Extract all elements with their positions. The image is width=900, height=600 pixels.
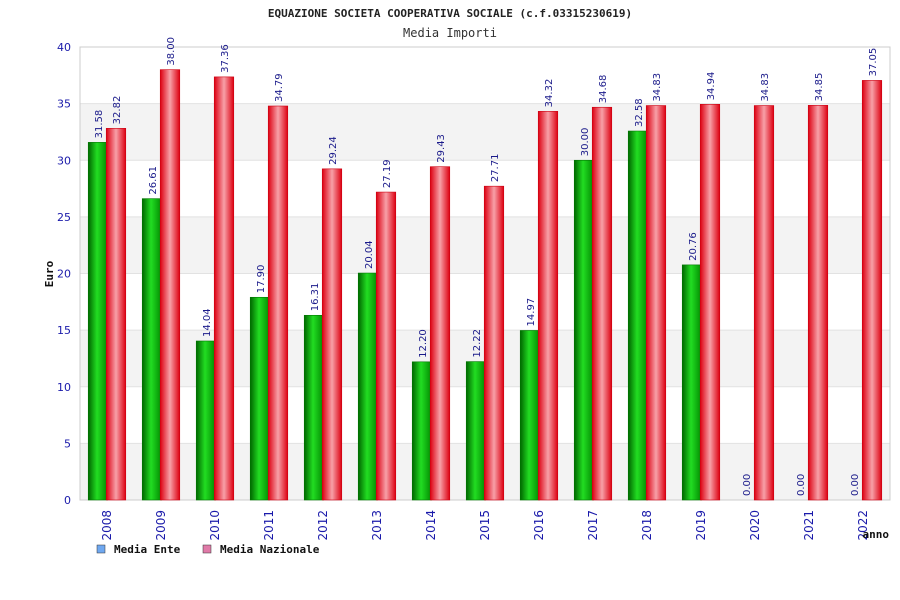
x-tick-label: 2011 [262,510,276,541]
chart-subtitle: Media Importi [403,26,497,40]
x-tick-label: 2008 [100,510,114,541]
data-label: 0.00 [796,474,807,496]
bar-media-ente [465,361,487,501]
bar-media-nazionale [645,105,667,501]
y-axis-label: Euro [43,260,56,287]
data-label: 37.36 [220,44,231,73]
data-label: 27.19 [382,159,393,188]
data-label: 31.58 [94,110,105,139]
y-tick-label: 35 [57,98,71,111]
x-tick-label: 2021 [802,510,816,541]
data-label: 17.90 [256,265,267,294]
bar-media-nazionale [321,168,343,501]
bar-media-nazionale [159,69,181,501]
data-labels: 31.58 32.82 26.61 38.00 14.04 37.36 17.90 34.79… [94,37,879,496]
bars [87,69,883,501]
bar-media-nazionale [375,191,397,501]
data-label: 0.00 [850,474,861,496]
x-tick-label: 2014 [424,510,438,541]
legend-label: Media Nazionale [220,543,320,556]
bar-media-nazionale [213,76,235,501]
bar-media-nazionale [429,166,451,501]
x-tick-label: 2020 [748,510,762,541]
data-label: 26.61 [148,166,159,195]
data-label: 30.00 [580,128,591,157]
bar-media-ente [141,198,163,501]
bar-media-nazionale [105,128,127,501]
data-label: 16.31 [310,283,321,312]
bar-media-ente [681,264,703,501]
data-label: 32.58 [634,98,645,127]
data-label: 27.71 [490,154,501,183]
bar-media-nazionale [753,105,775,501]
data-label: 14.97 [526,298,537,327]
data-label: 32.82 [112,96,123,125]
y-tick-label: 5 [64,437,71,450]
legend-label: Media Ente [114,543,181,556]
chart-title: EQUAZIONE SOCIETA COOPERATIVA SOCIALE (c… [268,7,632,20]
data-label: 20.04 [364,240,375,269]
y-tick-label: 15 [57,324,71,337]
bar-media-ente [195,340,217,501]
bar-media-ente [87,142,109,501]
axes: 0 5 10 15 20 25 30 35 40 2008 2009 2010 2011 2012 2013… [57,41,891,541]
x-tick-label: 2010 [208,510,222,541]
data-label: 12.20 [418,329,429,358]
y-tick-label: 0 [64,494,71,507]
y-tick-label: 20 [57,268,71,281]
bar-media-ente [249,296,271,501]
y-tick-label: 40 [57,41,71,54]
x-tick-label: 2016 [532,510,546,541]
data-label: 34.83 [760,73,771,102]
bar-media-nazionale [861,80,883,501]
bar-media-ente [303,314,325,501]
data-label: 29.24 [328,136,339,165]
x-tick-label: 2022 [856,510,870,541]
legend-swatch [96,544,106,554]
bar-media-ente [357,272,379,501]
legend: Media Ente Media Nazionale [96,543,320,556]
bar-media-nazionale [483,185,505,501]
data-label: 34.68 [598,75,609,104]
legend-swatch [202,544,212,554]
bar-media-ente [519,330,541,501]
data-label: 38.00 [166,37,177,66]
data-label: 29.43 [436,134,447,163]
bar-media-ente [627,130,649,501]
data-label: 34.94 [706,72,717,101]
bar-media-nazionale [537,111,559,501]
y-tick-label: 10 [57,381,71,394]
data-label: 14.04 [202,308,213,337]
bar-media-ente [411,361,433,501]
bar-media-nazionale [807,105,829,501]
data-label: 0.00 [742,474,753,496]
data-label: 34.32 [544,79,555,108]
y-tick-label: 25 [57,211,71,224]
x-tick-label: 2012 [316,510,330,541]
x-tick-label: 2019 [694,510,708,541]
data-label: 34.85 [814,73,825,102]
x-tick-label: 2018 [640,510,654,541]
data-label: 12.22 [472,329,483,358]
x-tick-label: 2017 [586,510,600,541]
x-tick-label: 2015 [478,510,492,541]
y-tick-label: 30 [57,154,71,167]
bar-media-nazionale [267,105,289,501]
x-tick-label: 2013 [370,510,384,541]
bar-media-ente [573,159,595,501]
data-label: 34.83 [652,73,663,102]
data-label: 34.79 [274,73,285,102]
bar-media-nazionale [591,106,613,501]
bar-media-nazionale [699,104,721,501]
data-label: 20.76 [688,232,699,261]
x-tick-label: 2009 [154,510,168,541]
x-axis-label: anno [863,528,890,541]
data-label: 37.05 [868,48,879,77]
